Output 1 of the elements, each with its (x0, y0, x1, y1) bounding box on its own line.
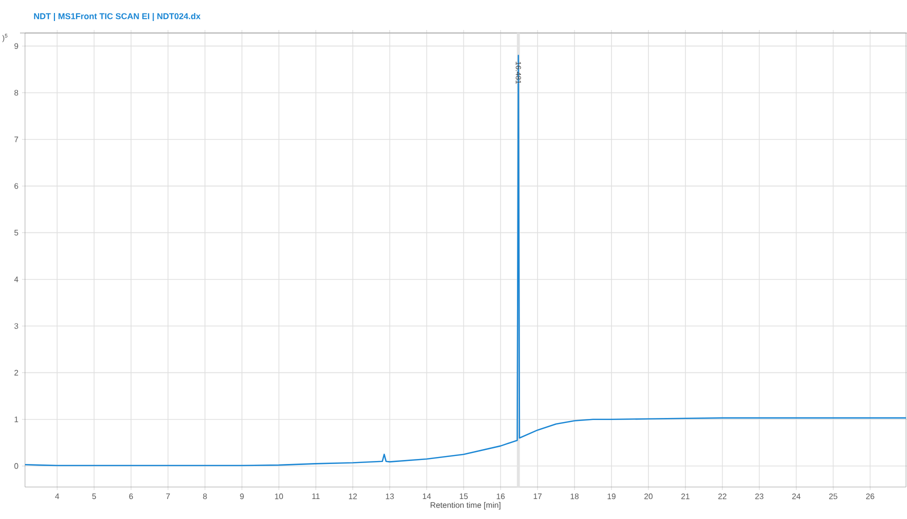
chart-title: NDT | MS1Front TIC SCAN EI | NDT024.dx (34, 12, 201, 21)
